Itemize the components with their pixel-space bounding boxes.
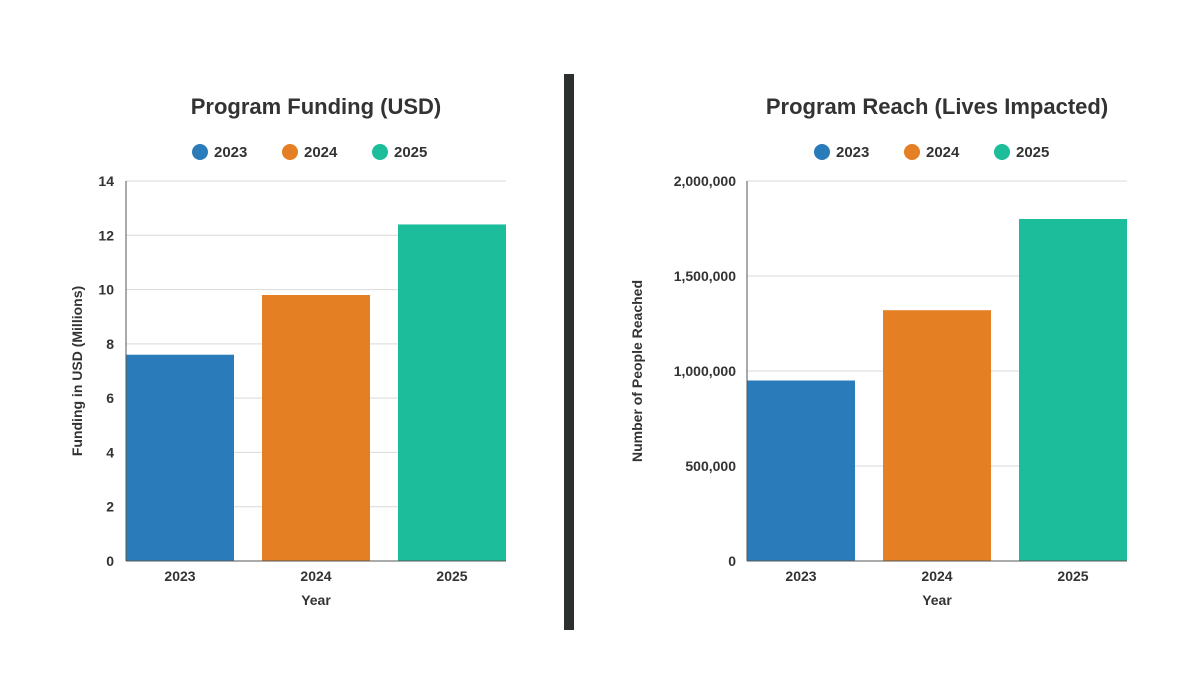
bar-2025 [398, 224, 506, 561]
x-tick-label: 2024 [921, 568, 952, 584]
legend-label: 2025 [394, 144, 427, 161]
y-tick-label: 8 [106, 336, 114, 352]
y-tick-label: 6 [106, 390, 114, 406]
legend-swatch-2025 [372, 144, 388, 160]
legend-label: 2024 [926, 144, 960, 161]
y-tick-label: 1,500,000 [674, 268, 736, 284]
y-tick-label: 12 [98, 227, 114, 243]
y-tick-label: 0 [728, 553, 736, 569]
legend-label: 2024 [304, 144, 338, 161]
legend-swatch-2023 [814, 144, 830, 160]
reach-chart: Program Reach (Lives Impacted)2023 2024 20… [629, 94, 1127, 608]
x-tick-label: 2023 [785, 568, 816, 584]
dashboard-canvas: Program Funding (USD) 2023 2024 2025 0 2 4 6 8 10… [0, 0, 1200, 700]
funding-chart: Program Funding (USD) 2023 2024 2025 0 2 4 6 8 10… [69, 94, 506, 608]
legend: 2023 2024 2025 [192, 144, 427, 161]
x-tick-label: 2025 [436, 568, 467, 584]
chart-title: Program Funding (USD) [191, 94, 442, 119]
legend-item: 2023 [814, 144, 869, 161]
legend-label: 2023 [214, 144, 247, 161]
y-tick-label: 4 [106, 444, 114, 460]
bar-2024 [262, 295, 370, 561]
legend-swatch-2024 [282, 144, 298, 160]
legend-item: 2025 [994, 144, 1049, 161]
legend-label: 2023 [836, 144, 869, 161]
bar-2024 [883, 310, 991, 561]
bar-2023 [126, 355, 234, 561]
legend-swatch-2025 [994, 144, 1010, 160]
legend: 2023 2024 2025 [814, 144, 1049, 161]
y-tick-label: 0 [106, 553, 114, 569]
chart-title: Program Reach (Lives Impacted) [766, 94, 1108, 119]
legend-item: 2024 [282, 144, 338, 161]
y-tick-label: 500,000 [685, 458, 736, 474]
y-axis-title: Number of People Reached [629, 280, 645, 462]
bar-2023 [747, 381, 855, 562]
legend-item: 2025 [372, 144, 427, 161]
x-tick-label: 2023 [164, 568, 195, 584]
bar-2025 [1019, 219, 1127, 561]
x-axis-title: Year [922, 592, 952, 608]
x-tick-label: 2024 [300, 568, 331, 584]
y-tick-label: 2,000,000 [674, 173, 736, 189]
legend-label: 2025 [1016, 144, 1049, 161]
x-tick-label: 2025 [1057, 568, 1088, 584]
y-tick-label: 10 [98, 282, 114, 298]
legend-swatch-2023 [192, 144, 208, 160]
y-tick-label: 14 [98, 173, 114, 189]
legend-item: 2023 [192, 144, 247, 161]
y-axis-title: Funding in USD (Millions) [69, 286, 85, 456]
y-tick-label: 2 [106, 499, 114, 515]
legend-swatch-2024 [904, 144, 920, 160]
legend-item: 2024 [904, 144, 960, 161]
panel-divider [564, 74, 574, 630]
x-axis-title: Year [301, 592, 331, 608]
y-tick-label: 1,000,000 [674, 363, 736, 379]
